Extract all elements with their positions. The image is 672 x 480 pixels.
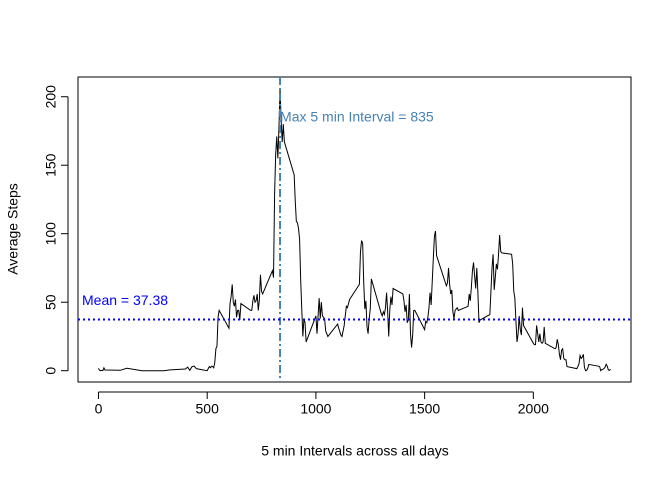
y-tick-label: 0 [43,367,59,375]
y-tick-label: 50 [43,294,59,310]
x-tick-label: 0 [95,401,103,417]
data-line [98,88,611,372]
y-tick-label: 100 [43,222,59,246]
y-axis-label: Average Steps [5,183,21,275]
mean-annotation: Mean = 37.38 [82,292,168,308]
y-tick-label: 200 [43,85,59,109]
max-annotation: Max 5 min Interval = 835 [280,109,434,125]
x-tick-label: 1500 [409,401,440,417]
plot-frame [77,76,632,383]
x-tick-label: 500 [196,401,220,417]
x-tick-label: 1000 [300,401,331,417]
y-tick-label: 150 [43,153,59,177]
x-tick-label: 2000 [518,401,549,417]
x-axis-label: 5 min Intervals across all days [261,443,449,459]
